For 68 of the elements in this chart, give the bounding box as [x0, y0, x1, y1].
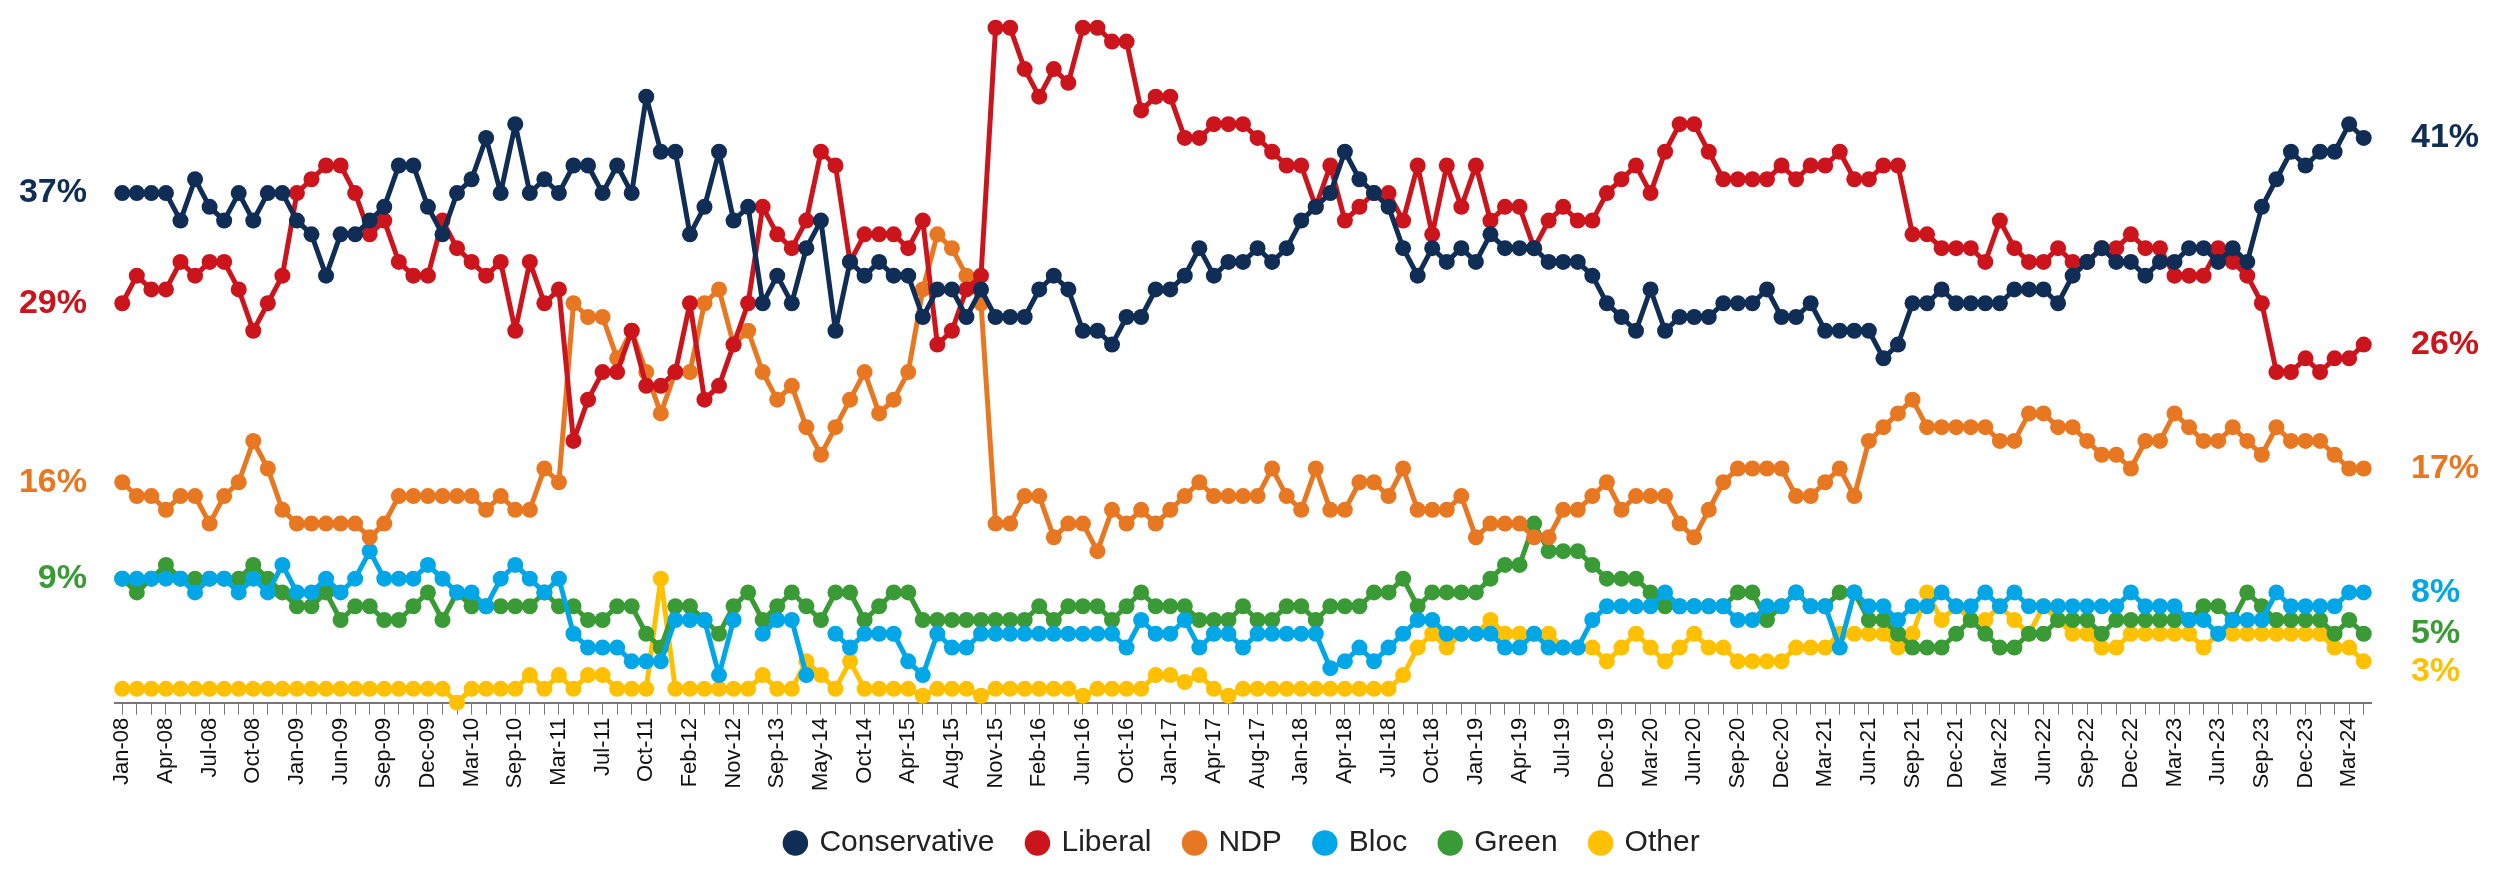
legend-label: Other	[1624, 824, 1700, 858]
x-tick-label: Jan-09	[283, 717, 308, 785]
x-tick-label: Feb-16	[1025, 717, 1051, 788]
data-label: 37%	[18, 171, 87, 210]
x-tick-label: Jul-19	[1549, 717, 1575, 778]
x-tick-label: Mar-22	[1985, 717, 2011, 788]
x-tick-label: Mar-11	[544, 717, 570, 786]
x-tick-label: Dec-23	[2291, 717, 2317, 789]
x-tick-label: Nov-15	[981, 717, 1007, 789]
x-tick-label: Apr-15	[894, 717, 920, 784]
x-tick-label: Mar-20	[1636, 717, 1662, 788]
x-tick-label: Sep-20	[1723, 717, 1749, 789]
x-tick-label: Jan-08	[108, 717, 134, 785]
x-tick-label: May-14	[806, 717, 832, 791]
x-tick-label: Sep-13	[763, 717, 789, 789]
data-label: 17%	[2411, 446, 2480, 485]
x-tick-label: Aug-15	[937, 717, 963, 789]
x-tick-label: Oct-11	[632, 717, 658, 783]
x-tick-label: Mar-10	[457, 717, 483, 788]
x-tick-label: Sep-10	[501, 717, 527, 789]
data-label: 5%	[2411, 612, 2461, 651]
data-label: 41%	[2411, 116, 2480, 155]
legend-label: Conservative	[819, 824, 995, 858]
legend-label: Bloc	[1348, 824, 1408, 858]
x-tick-label: Dec-09	[413, 717, 439, 789]
x-tick-label: Jun-20	[1680, 717, 1706, 785]
x-tick-label: Sep-22	[2073, 717, 2099, 789]
x-tick-label: Jul-11	[588, 717, 614, 776]
x-tick-label: Feb-12	[675, 717, 701, 788]
x-tick-label: Apr-18	[1330, 717, 1356, 784]
x-tick-label: Oct-14	[850, 717, 876, 784]
data-label: 8%	[2411, 570, 2461, 609]
x-tick-label: Apr-17	[1199, 717, 1225, 784]
data-label: 3%	[2411, 650, 2461, 689]
x-tick-label: Dec-20	[1767, 717, 1793, 789]
x-tick-label: Oct-08	[239, 717, 265, 784]
x-tick-label: Sep-21	[1898, 717, 1924, 789]
x-tick-label: Jan-19	[1461, 717, 1487, 785]
x-tick-label: Jan-18	[1287, 717, 1313, 785]
x-tick-label: Jan-17	[1156, 717, 1182, 785]
x-tick-label: Sep-23	[2247, 717, 2273, 789]
x-tick-label: Aug-17	[1243, 717, 1269, 789]
x-tick-label: Oct-16	[1112, 717, 1138, 784]
x-tick-label: Jun-09	[326, 717, 352, 785]
x-tick-label: Dec-22	[2116, 717, 2142, 789]
x-tick-label: Jul-08	[195, 717, 221, 778]
data-label: 26%	[2411, 322, 2480, 361]
x-tick-label: Jun-22	[2029, 717, 2055, 785]
x-tick-label: Sep-09	[370, 717, 396, 789]
x-tick-label: Mar-21	[1811, 717, 1837, 788]
x-tick-label: Jun-21	[1854, 717, 1880, 785]
legend-label: Green	[1474, 824, 1558, 858]
x-tick-label: Apr-08	[152, 717, 177, 784]
legend-label: NDP	[1218, 824, 1282, 858]
x-tick-label: Mar-23	[2160, 717, 2186, 788]
data-label: 29%	[18, 281, 87, 320]
legend-label: Liberal	[1061, 824, 1152, 858]
x-tick-label: Dec-21	[1942, 717, 1968, 789]
data-label: 9%	[37, 557, 87, 596]
x-tick-label: Mar-24	[2335, 717, 2361, 788]
x-tick-label: Jul-18	[1374, 717, 1400, 778]
data-label: 16%	[18, 460, 87, 499]
x-tick-label: Dec-19	[1592, 717, 1618, 789]
x-tick-label: Jun-16	[1068, 717, 1094, 785]
x-tick-label: Oct-18	[1418, 717, 1444, 784]
x-tick-label: Nov-12	[719, 717, 745, 789]
x-tick-label: Apr-19	[1505, 717, 1531, 784]
x-tick-label: Jun-23	[2204, 717, 2230, 785]
